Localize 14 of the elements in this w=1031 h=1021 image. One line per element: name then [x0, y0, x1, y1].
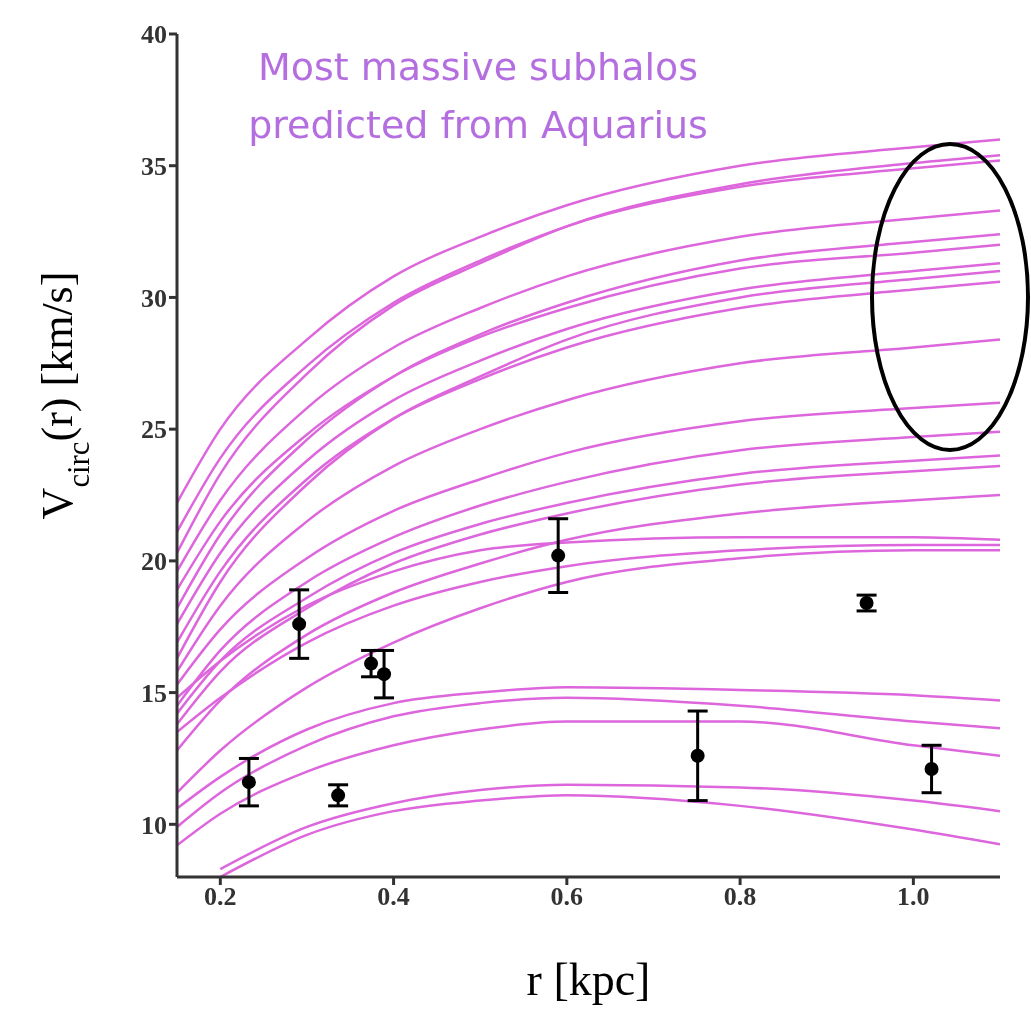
y-tick-label: 15 — [141, 678, 167, 708]
x-axis-title: r [kpc] — [526, 954, 651, 1005]
x-tick-label: 0.2 — [204, 882, 237, 912]
x-tick-label: 0.4 — [377, 882, 410, 912]
y-tick-label: 25 — [141, 415, 167, 445]
annotation: Most massive subhalos predicted from Aquarius — [247, 44, 709, 149]
y-tick-label: 30 — [141, 283, 167, 313]
x-tick-label: 0.8 — [723, 882, 757, 912]
y-tick-label: 35 — [141, 151, 167, 181]
y-tick-label: 20 — [141, 547, 167, 577]
y-tick-label: 40 — [141, 20, 167, 50]
x-tick-label: 0.6 — [550, 882, 584, 912]
y-tick-label: 10 — [141, 810, 167, 840]
x-tick-label: 1.0 — [897, 882, 930, 912]
